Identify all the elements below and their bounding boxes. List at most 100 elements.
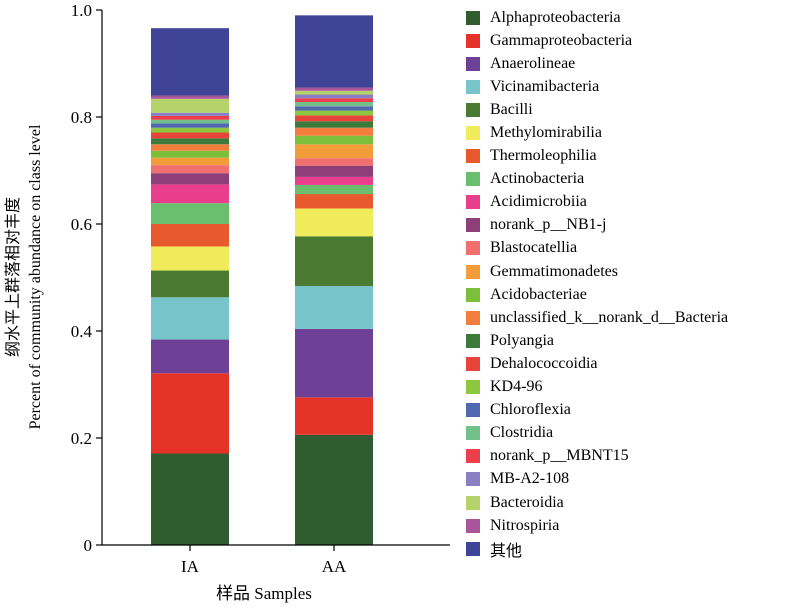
legend-label: MB-A2-108 — [490, 470, 570, 488]
y-tick-label: 0.4 — [71, 322, 93, 341]
chart-legend: Alphaproteobacteria Gammaproteobacteria An… — [466, 6, 728, 560]
bar-segment-aa — [295, 106, 373, 111]
bar-segment-ia — [151, 95, 229, 99]
legend-item: Gammaproteobacteria — [466, 29, 728, 52]
bar-segment-ia — [151, 246, 229, 271]
legend-item: Dehalococcoidia — [466, 352, 728, 375]
bar-segment-aa — [295, 110, 373, 116]
legend-label: Bacilli — [490, 100, 533, 118]
legend-label: norank_p__NB1-j — [490, 216, 607, 234]
legend-swatch — [466, 33, 480, 48]
x-tick-label-ia: IA — [181, 557, 200, 576]
bar-segment-aa — [295, 236, 373, 287]
bars-group — [151, 15, 373, 545]
legend-label: unclassified_k__norank_d__Bacteria — [490, 308, 729, 326]
legend-label: Thermoleophilia — [490, 147, 597, 165]
bar-segment-aa — [295, 286, 373, 329]
bar-segment-ia — [151, 184, 229, 204]
bar-segment-aa — [295, 87, 373, 91]
legend-item: 其他 — [466, 537, 728, 560]
bar-segment-aa — [295, 208, 373, 237]
bar-segment-aa — [295, 158, 373, 166]
legend-item: Acidimicrobiia — [466, 191, 728, 214]
legend-label: Gammaproteobacteria — [490, 31, 633, 49]
legend-label: Dehalococcoidia — [490, 354, 598, 372]
legend-item: Vicinamibacteria — [466, 75, 728, 98]
bar-segment-ia — [151, 165, 229, 174]
bar-segment-aa — [295, 184, 373, 195]
legend-swatch — [466, 79, 480, 94]
legend-label: KD4-96 — [490, 378, 543, 396]
bar-segment-ia — [151, 203, 229, 224]
bar-segment-ia — [151, 28, 229, 96]
bar-segment-ia — [151, 150, 229, 158]
bar-segment-ia — [151, 138, 229, 145]
bar-segment-ia — [151, 144, 229, 151]
x-tick-label-aa: AA — [322, 557, 347, 576]
bar-segment-ia — [151, 115, 229, 120]
legend-label: Chloroflexia — [490, 401, 571, 419]
legend-label: Anaerolineae — [490, 54, 576, 72]
legend-swatch — [466, 10, 480, 25]
y-axis-label-english: Percent of community abundance on class … — [27, 124, 44, 429]
bar-segment-ia — [151, 112, 229, 116]
legend-label: Gemmatimonadetes — [490, 262, 618, 280]
legend-label: Bacteroidia — [490, 493, 564, 511]
bar-segment-aa — [295, 90, 373, 95]
bar-segment-ia — [151, 98, 229, 113]
bar-segment-ia — [151, 297, 229, 340]
legend-swatch — [466, 172, 480, 187]
legend-label: norank_p__MBNT15 — [490, 447, 629, 465]
legend-swatch — [466, 56, 480, 71]
bar-segment-aa — [295, 165, 373, 177]
legend-item: Bacteroidia — [466, 491, 728, 514]
y-tick-label: 0.2 — [71, 429, 92, 448]
legend-item: Nitrospiria — [466, 514, 728, 537]
bar-segment-aa — [295, 121, 373, 128]
bar-segment-ia — [151, 173, 229, 185]
y-tick-label: 0 — [84, 536, 93, 555]
legend-swatch — [466, 356, 480, 371]
legend-label: Vicinamibacteria — [490, 77, 600, 95]
legend-swatch — [466, 195, 480, 210]
legend-item: Anaerolineae — [466, 52, 728, 75]
legend-item: Polyangia — [466, 329, 728, 352]
bar-segment-ia — [151, 224, 229, 247]
bar-segment-aa — [295, 15, 373, 88]
bar-segment-aa — [295, 194, 373, 209]
legend-item: Chloroflexia — [466, 399, 728, 422]
legend-item: Blastocatellia — [466, 237, 728, 260]
y-axis-label-chinese: 纲水平上群落相对丰度 — [4, 197, 22, 357]
legend-item: norank_p__NB1-j — [466, 214, 728, 237]
legend-item: Actinobacteria — [466, 168, 728, 191]
bar-segment-ia — [151, 123, 229, 128]
legend-swatch — [466, 495, 480, 510]
legend-item: Clostridia — [466, 422, 728, 445]
legend-swatch — [466, 541, 480, 556]
legend-label: Alphaproteobacteria — [490, 8, 621, 26]
bar-segment-aa — [295, 328, 373, 398]
bar-segment-aa — [295, 135, 373, 145]
legend-swatch — [466, 264, 480, 279]
bar-segment-aa — [295, 98, 373, 103]
legend-swatch — [466, 241, 480, 256]
bar-segment-aa — [295, 397, 373, 435]
bar-segment-aa — [295, 176, 373, 185]
legend-swatch — [466, 310, 480, 325]
bar-segment-ia — [151, 127, 229, 133]
bar-segment-aa — [295, 102, 373, 107]
legend-swatch — [466, 287, 480, 302]
bar-segment-ia — [151, 119, 229, 124]
legend-swatch — [466, 472, 480, 487]
legend-swatch — [466, 102, 480, 117]
legend-swatch — [466, 380, 480, 395]
bar-segment-ia — [151, 373, 229, 454]
legend-label: Actinobacteria — [490, 170, 585, 188]
bar-segment-aa — [295, 144, 373, 159]
x-axis-label: 样品 Samples — [216, 584, 312, 603]
bar-segment-ia — [151, 453, 229, 545]
legend-item: Alphaproteobacteria — [466, 6, 728, 29]
legend-swatch — [466, 149, 480, 164]
legend-item: Bacilli — [466, 98, 728, 121]
legend-label: Nitrospiria — [490, 516, 560, 534]
